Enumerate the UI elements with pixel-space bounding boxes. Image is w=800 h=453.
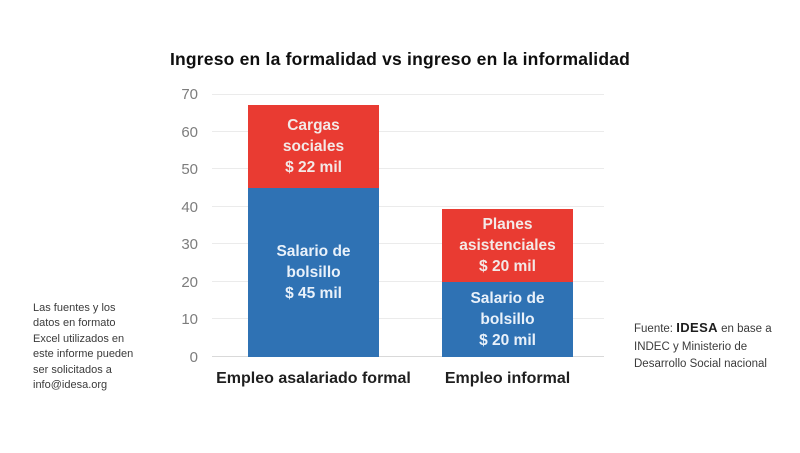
gridline-y-20 — [212, 280, 604, 282]
gridline-y-0 — [212, 356, 604, 357]
y-axis-tick-label-0: 0 — [189, 349, 198, 366]
y-axis-tick-label-10: 10 — [181, 311, 198, 329]
gridline-y-60 — [212, 130, 604, 132]
gridline-y-40 — [212, 205, 604, 207]
bar-segment-label: Cargas sociales $ 22 mil — [282, 117, 345, 176]
gridline-y-10 — [212, 318, 604, 320]
y-axis-tick-label-70: 70 — [181, 86, 198, 103]
y-axis-tick-label-60: 60 — [181, 123, 198, 141]
source-suffix: en base a INDEC y Ministerio de Desarrol… — [634, 323, 772, 370]
x-category-label: Empleo asalariado formal — [216, 370, 411, 387]
gridline-y-30 — [212, 243, 604, 245]
y-axis-tick-label-20: 20 — [181, 273, 198, 291]
y-axis-tick-label-40: 40 — [181, 198, 198, 216]
gridline-y-70 — [212, 94, 604, 95]
stacked-bar-2: Salario de bolsillo $ 20 mil Planes asist… — [442, 209, 573, 357]
bar-segment-cargas-sociales: Cargas sociales $ 22 mil — [248, 105, 379, 188]
y-axis-tick-label-30: 30 — [181, 236, 198, 254]
y-axis-tick-label-50: 50 — [181, 161, 198, 179]
source-prefix: Fuente: — [634, 323, 677, 335]
gridline-y-50 — [212, 168, 604, 170]
bar-segment-label: Salario de bolsillo $ 20 mil — [470, 290, 545, 349]
footnote-data-request: Las fuentes y los datos en formato Excel… — [33, 302, 134, 392]
bar-segment-salario-de-bolsillo-formal: Salario de bolsillo $ 45 mil — [248, 188, 379, 357]
source-org: IDESA — [676, 320, 718, 335]
bar-segment-salario-de-bolsillo-informal: Salario de bolsillo $ 20 mil — [442, 282, 573, 357]
chart-title: Ingreso en la formalidad vs ingreso en l… — [169, 49, 631, 69]
stacked-bar-1: Salario de bolsillo $ 45 mil Cargas socia… — [248, 105, 379, 357]
plot-area: 0 10 20 30 40 50 60 70 Salario de bolsillo $ 45 … — [181, 87, 604, 387]
footnote-source: Fuente: IDESA en base a INDEC y Minister… — [634, 319, 786, 374]
bar-segment-planes-asistenciales: Planes asistenciales $ 20 mil — [442, 209, 573, 282]
bar-segment-label: Planes asistenciales $ 20 mil — [459, 216, 556, 275]
x-category-label: Empleo informal — [444, 370, 571, 387]
bar-segment-label: Salario de bolsillo $ 45 mil — [276, 243, 351, 302]
